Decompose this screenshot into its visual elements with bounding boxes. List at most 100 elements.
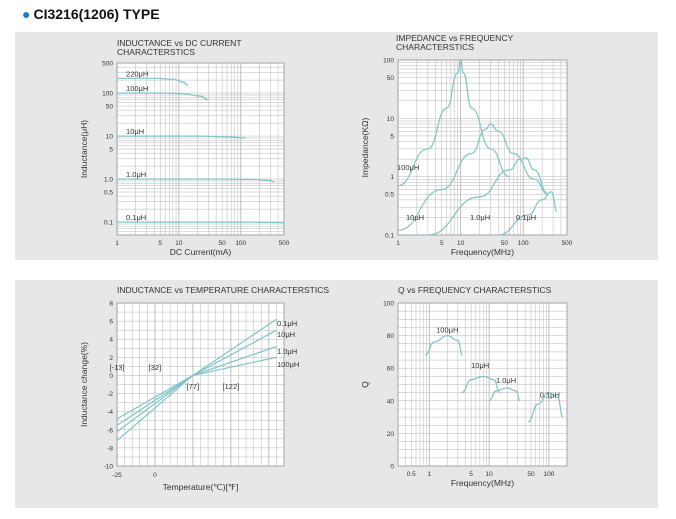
x-tick-label: 10 — [457, 240, 465, 247]
series-label: 0.1μH — [516, 213, 536, 222]
series-line — [117, 92, 209, 101]
x-tick-label: 5 — [440, 240, 444, 247]
series-line — [117, 221, 285, 224]
y-tick-label: 10 — [106, 134, 114, 141]
y-tick-label: 0.1 — [385, 233, 394, 240]
series-label: 10μH — [471, 361, 489, 370]
y-tick-label: 100 — [383, 58, 394, 65]
x-tick-label: 100 — [544, 471, 555, 478]
y-tick-label: 50 — [106, 104, 114, 111]
ticks: 0.5 1 5 10 50 100 100 80 60 40 20 0 — [383, 301, 555, 479]
plot-frame — [116, 62, 285, 236]
y-tick-label: -10 — [104, 464, 114, 471]
series-line — [488, 387, 521, 402]
x-tick-label: 100 — [235, 240, 246, 247]
y-axis-label: Inductance change(%) — [79, 342, 89, 427]
plot-frame — [116, 302, 285, 467]
series-label: 100μH — [436, 325, 458, 334]
y-tick-label: 0.5 — [104, 190, 113, 197]
x-axis-label: Temperature(℃)[℉] — [163, 482, 239, 492]
y-tick-label: 20 — [387, 431, 395, 438]
y-tick-label: -4 — [107, 409, 113, 416]
x-axis-label: Frequency(MHz) — [451, 478, 514, 488]
y-tick-label: 10 — [387, 116, 395, 123]
y-tick-label: 6 — [109, 319, 113, 326]
series-label: 100μH — [277, 360, 299, 369]
series-label: 220μH — [126, 69, 148, 78]
series-line — [116, 356, 277, 420]
series-group — [397, 59, 558, 236]
series-label: 100μH — [397, 163, 419, 172]
series-line — [117, 135, 246, 139]
y-axis-label: Inductance(μH) — [79, 120, 89, 178]
x-tick-label: 1 — [427, 471, 431, 478]
y-tick-label: 500 — [102, 61, 113, 68]
y-axis-label: Q — [360, 381, 370, 388]
series-line — [117, 178, 275, 183]
series-label: 0.1μH — [540, 391, 560, 400]
series-label: 100μH — [126, 84, 148, 93]
y-tick-label: 100 — [383, 301, 394, 308]
y-tick-label: 4 — [109, 337, 113, 344]
y-tick-label: 60 — [387, 366, 395, 373]
chart-title: INDUCTANCE vs TEMPERATURE CHARACTERSTICS — [117, 285, 329, 295]
y-tick-label: 8 — [109, 301, 113, 308]
y-axis-label: Impedance(KΩ) — [360, 117, 370, 177]
fahrenheit-label: [77] — [187, 382, 200, 391]
y-tick-label: 5 — [109, 147, 113, 154]
x-axis-label: Frequency(MHz) — [451, 247, 514, 257]
page-title-text: CI3216(1206) TYPE — [33, 6, 160, 22]
y-tick-label: 2 — [109, 355, 113, 362]
x-axis-label: DC Current(mA) — [170, 247, 232, 257]
x-tick-label: 50 — [501, 240, 509, 247]
y-tick-label: -6 — [107, 427, 113, 434]
series-group — [117, 77, 285, 224]
x-tick-label: 100 — [518, 240, 529, 247]
y-tick-label: 80 — [387, 333, 395, 340]
fahrenheit-label: [122] — [223, 382, 240, 391]
y-tick-label: 1.0 — [104, 177, 113, 184]
page-title: ● CI3216(1206) TYPE — [22, 6, 160, 22]
grid — [397, 302, 568, 467]
chart-title: INDUCTANCE vs DC CURRENT — [117, 38, 242, 48]
x-tick-label: 5 — [469, 471, 473, 478]
y-tick-label: 100 — [102, 91, 113, 98]
x-tick-label: 500 — [279, 240, 290, 247]
y-tick-label: -8 — [107, 445, 113, 452]
plot-area — [398, 60, 567, 235]
series-label: 10μH — [277, 330, 295, 339]
x-tick-label: 10 — [486, 471, 494, 478]
chart-4: Q vs FREQUENCY CHARACTERSTICS 0.5 1 5 10 50 10… — [360, 285, 568, 488]
series-label: 1.0μH — [126, 170, 146, 179]
fahrenheit-label: [-13] — [109, 363, 124, 372]
x-tick-label: -25 — [112, 472, 122, 479]
x-tick-label: 50 — [527, 471, 535, 478]
chart-title: CHARACTERSTICS — [117, 47, 195, 57]
y-tick-label: -2 — [107, 391, 113, 398]
x-tick-label: 10 — [175, 240, 183, 247]
series-label: 1.0μH — [277, 347, 297, 356]
x-tick-label: 1 — [396, 240, 400, 247]
y-tick-label: 0 — [109, 373, 113, 380]
chart-title: IMPEDANCE vs FREQUENCY — [396, 33, 513, 43]
series-line — [498, 191, 558, 236]
series-line — [461, 375, 500, 394]
series-group — [116, 318, 277, 442]
y-tick-label: 1 — [390, 174, 394, 181]
bullet-icon: ● — [22, 6, 31, 22]
series-line — [427, 157, 549, 236]
x-tick-label: 0.5 — [407, 471, 416, 478]
plot-frame — [397, 302, 568, 467]
x-tick-label: 500 — [562, 240, 573, 247]
chart-title: CHARACTERSTICS — [396, 42, 474, 52]
ticks: 1 5 10 50 100 500 100 50 10 5 1 0.5 0.1 — [383, 58, 573, 248]
ticks: 1 5 10 50 100 500 500 100 50 10 5 1.0 0.5 0.1 — [102, 61, 290, 248]
series-label: 10μH — [126, 127, 144, 136]
y-tick-label: 0 — [390, 464, 394, 471]
chart-title: Q vs FREQUENCY CHARACTERSTICS — [398, 285, 552, 295]
x-tick-label: 5 — [158, 240, 162, 247]
series-label: 1.0μH — [496, 376, 516, 385]
